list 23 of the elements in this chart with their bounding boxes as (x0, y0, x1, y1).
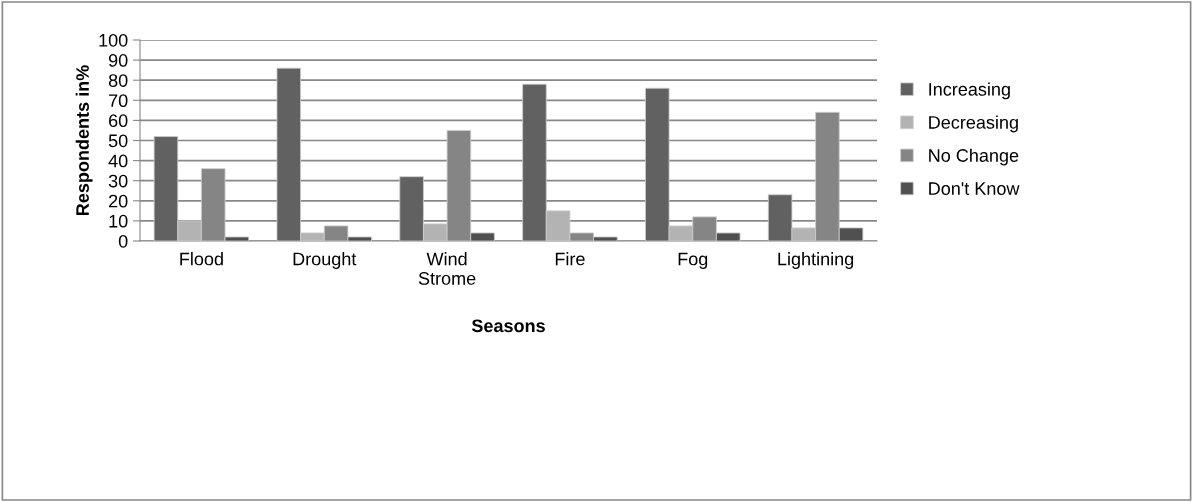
legend-label: No Change (929, 148, 1019, 166)
legend-label: Don't Know (929, 182, 1020, 195)
y-tick-label: 30 (108, 174, 128, 188)
y-tick-label: 80 (108, 74, 128, 87)
y-tick-label: 90 (108, 54, 128, 67)
y-tick-label: 70 (109, 94, 128, 108)
y-axis-title: Respondents in% (75, 65, 93, 216)
x-tick-label: Wind Strome (418, 252, 476, 285)
x-tick-label: Lightining (778, 252, 854, 269)
y-tick-label: 10 (109, 214, 128, 228)
y-tick-label: 0 (118, 234, 128, 248)
x-tick-label: Fog (678, 252, 708, 269)
y-tick-label: 50 (108, 134, 128, 148)
y-tick-label: 100 (99, 33, 128, 47)
y-tick-label: 60 (109, 114, 128, 128)
x-tick-label: Fire (555, 252, 585, 266)
y-tick-label: 40 (108, 154, 128, 168)
x-tick-label: Drought (293, 252, 357, 269)
x-axis-title: Seasons (471, 319, 545, 333)
legend-label: Increasing (929, 82, 1010, 100)
legend-label: Decreasing (929, 115, 1018, 133)
y-tick-label: 20 (109, 194, 128, 208)
x-tick-label: Flood (180, 252, 223, 266)
